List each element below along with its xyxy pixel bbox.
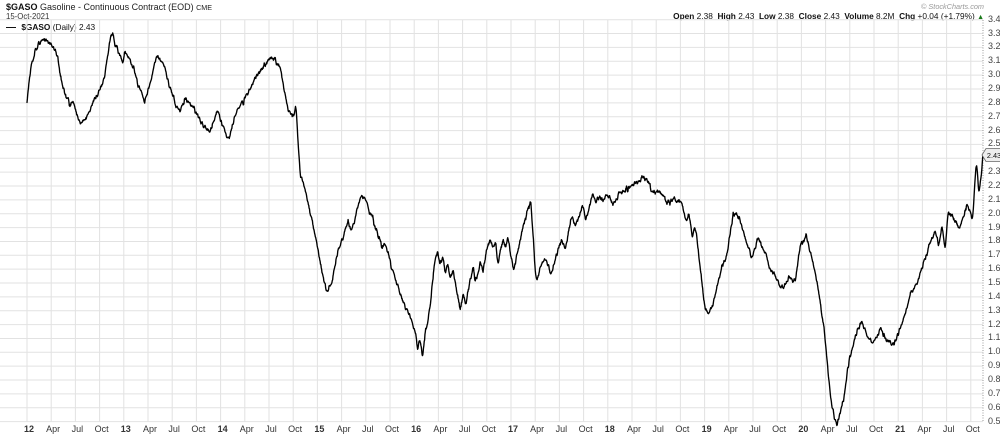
- svg-text:2.43: 2.43: [987, 151, 1000, 160]
